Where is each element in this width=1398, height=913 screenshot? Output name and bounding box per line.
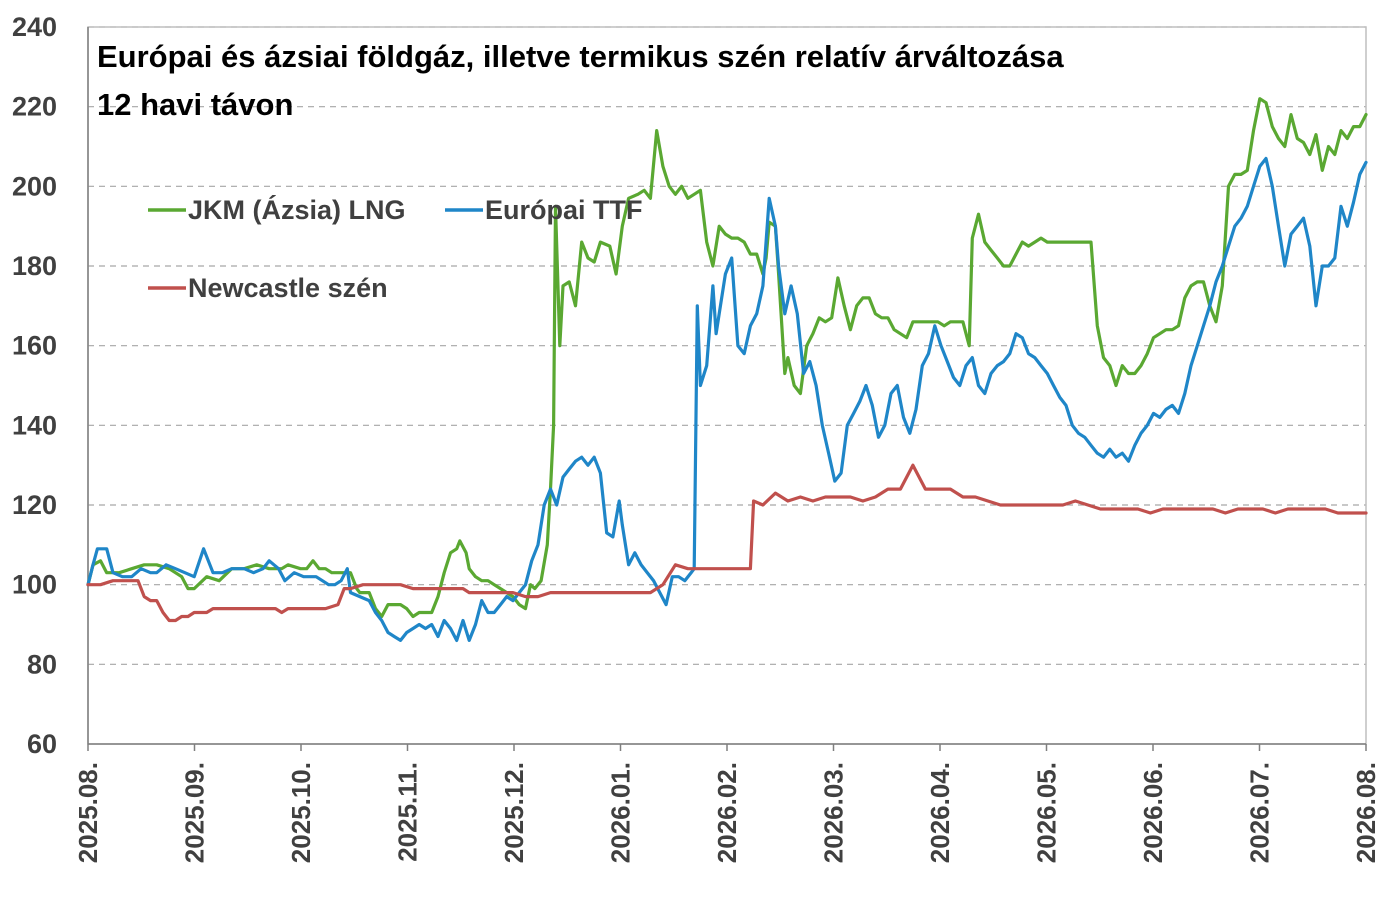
- plot-border: [87, 26, 1367, 745]
- legend-label-1: JKM (Ázsia) LNG: [188, 194, 406, 225]
- axis-layer: 60 80 100 120 140 160 180 200 220 240 2025.08. 2025…: [12, 12, 1381, 863]
- x-tick-label: 2026.06.: [1138, 762, 1168, 863]
- x-tick-label: 2026.04.: [925, 762, 955, 863]
- series-line-3: [86, 463, 1368, 623]
- legend-label-2: Európai TTF: [485, 195, 643, 225]
- y-tick-label: 80: [27, 649, 57, 679]
- x-tick-label: 2026.07.: [1245, 762, 1275, 863]
- series-layer: [86, 97, 1368, 642]
- y-tick-label: 60: [27, 729, 57, 759]
- x-tick-label: 2026.05.: [1032, 762, 1062, 863]
- y-tick-label: 180: [12, 251, 57, 281]
- legend: JKM (Ázsia) LNG Európai TTF Newcastle szén: [148, 194, 643, 303]
- y-tick-label: 200: [12, 171, 57, 201]
- y-tick-label: 220: [12, 92, 57, 122]
- y-tick-label: 100: [12, 570, 57, 600]
- y-tick-label: 120: [12, 490, 57, 520]
- x-tick-label: 2026.08.: [1351, 762, 1381, 863]
- x-tick-label: 2025.08.: [73, 762, 103, 863]
- x-tick-label: 2026.03.: [819, 762, 849, 863]
- y-tick-label: 240: [12, 12, 57, 42]
- legend-label-3: Newcastle szén: [188, 273, 388, 303]
- x-tick-label: 2025.09.: [180, 762, 210, 863]
- chart-title: Európai és ázsiai földgáz, illetve termi…: [97, 39, 1064, 74]
- x-tick-label: 2025.12.: [499, 762, 529, 863]
- x-tick-label: 2025.11.: [393, 762, 423, 862]
- chart-subtitle: 12 havi távon: [97, 87, 293, 122]
- x-tick-label: 2025.10.: [286, 762, 316, 863]
- y-tick-label: 160: [12, 331, 57, 361]
- x-tick-label: 2026.02.: [712, 762, 742, 863]
- series-line-1: [86, 97, 1368, 619]
- series-line-2: [86, 156, 1368, 642]
- y-tick-label: 140: [12, 410, 57, 440]
- x-tick-label: 2026.01.: [606, 762, 636, 863]
